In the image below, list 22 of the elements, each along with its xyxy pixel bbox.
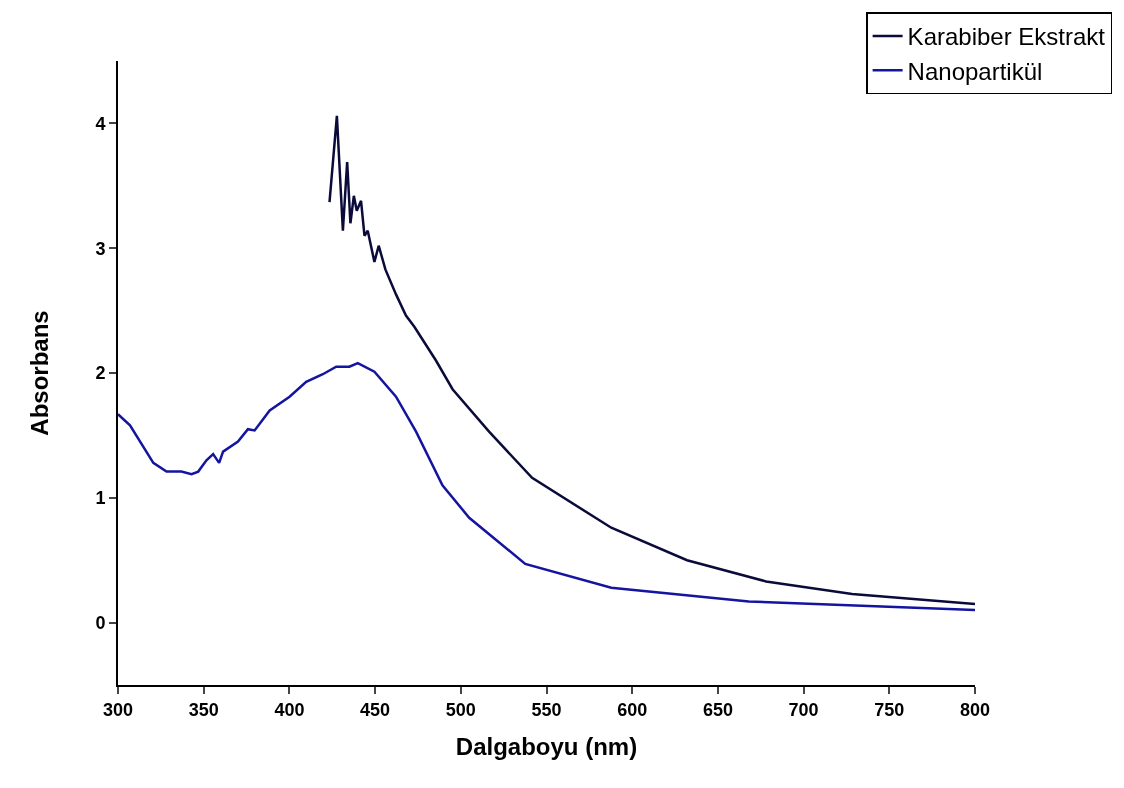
y-tick-label: 4: [95, 113, 106, 134]
x-tick-label: 300: [102, 699, 134, 720]
x-tick-label: 400: [274, 699, 305, 720]
line-series: [328, 114, 975, 606]
legend-label: Nanopartikül: [907, 57, 1043, 85]
y-tick-label: 2: [95, 363, 106, 384]
y-tick-label: 1: [95, 488, 106, 509]
line-series: [118, 361, 975, 612]
x-tick-label: 800: [959, 699, 991, 720]
y-tick-label: 0: [95, 612, 106, 633]
x-tick-label: 550: [531, 699, 562, 720]
x-axis-title: Dalgaboyu (nm): [455, 733, 638, 761]
x-tick-label: 650: [702, 699, 733, 720]
y-axis-title: Absorbans: [25, 310, 53, 436]
legend-label: Karabiber Ekstrakt: [907, 23, 1106, 51]
x-tick-label: 450: [360, 699, 391, 720]
x-tick-label: 500: [445, 699, 476, 720]
x-tick-label: 350: [188, 699, 219, 720]
y-tick-label: 3: [95, 238, 106, 259]
x-tick-label: 700: [788, 699, 819, 720]
x-tick-label: 750: [874, 699, 905, 720]
x-tick-label: 600: [617, 699, 648, 720]
